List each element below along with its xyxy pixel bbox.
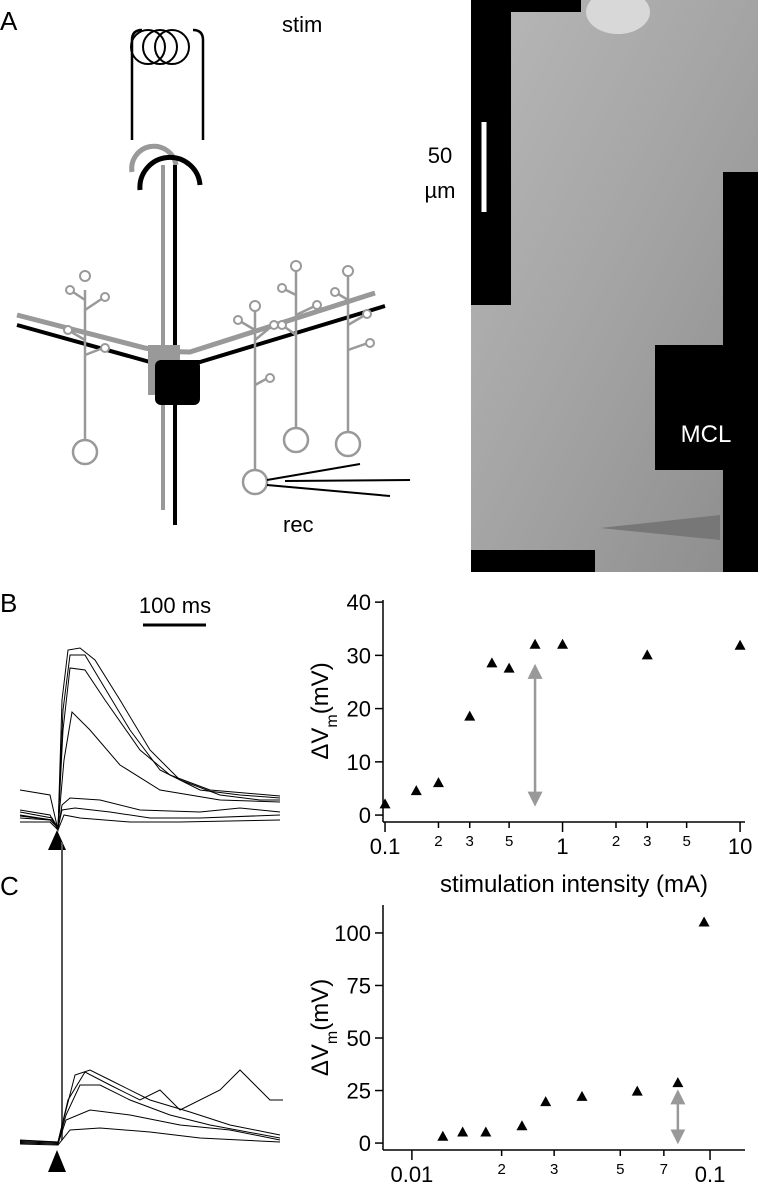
x-tick-label: 5 bbox=[682, 833, 690, 850]
data-point bbox=[631, 1085, 643, 1096]
x-tick-label: 0.1 bbox=[370, 834, 401, 859]
scale-unit: µm bbox=[424, 178, 455, 203]
y-axis-label-part: (mV) bbox=[307, 662, 334, 714]
x-tick-label: 0.01 bbox=[390, 1162, 433, 1187]
y-tick-label: 75 bbox=[347, 973, 371, 998]
x-tick-label: 2 bbox=[497, 1161, 505, 1178]
panel-label: C bbox=[0, 871, 19, 901]
diagram-label: stim bbox=[282, 12, 322, 37]
data-point bbox=[672, 1077, 684, 1088]
x-tick-label: 3 bbox=[466, 833, 474, 850]
y-axis-label-part: ΔV bbox=[307, 1044, 334, 1076]
y-tick-label: 20 bbox=[347, 697, 371, 722]
data-point bbox=[432, 777, 444, 788]
x-tick-label: 7 bbox=[660, 1161, 668, 1178]
micrograph bbox=[471, 0, 758, 572]
diagram-label: rec bbox=[283, 512, 314, 537]
stim-marker bbox=[48, 1150, 66, 1172]
data-point bbox=[576, 1090, 588, 1101]
data-point bbox=[410, 785, 422, 796]
y-tick-label: 30 bbox=[347, 643, 371, 668]
x-tick-label: 3 bbox=[643, 833, 651, 850]
data-point bbox=[437, 1130, 449, 1141]
data-point bbox=[529, 638, 541, 649]
x-tick-label: 1 bbox=[556, 834, 568, 859]
data-point bbox=[457, 1126, 469, 1137]
panel-label: B bbox=[0, 588, 17, 618]
data-point bbox=[464, 710, 476, 721]
y-axis-label-part: (mV) bbox=[307, 979, 334, 1031]
y-axis-label-part: ΔV bbox=[307, 728, 334, 760]
panel-label: A bbox=[0, 6, 18, 36]
x-tick-label: 3 bbox=[550, 1161, 558, 1178]
data-point bbox=[503, 662, 515, 673]
region-label: MCL bbox=[681, 421, 732, 448]
data-point bbox=[557, 638, 569, 649]
scale-label: 100 ms bbox=[139, 593, 211, 618]
data-point bbox=[698, 916, 710, 927]
y-axis-label-part: m bbox=[324, 1031, 341, 1044]
stim-marker bbox=[48, 830, 66, 850]
data-point bbox=[516, 1120, 528, 1131]
y-tick-label: 50 bbox=[347, 1026, 371, 1051]
data-point bbox=[480, 1126, 492, 1137]
data-point bbox=[641, 649, 653, 660]
x-tick-label: 5 bbox=[505, 833, 513, 850]
diagram bbox=[16, 28, 411, 525]
y-tick-label: 0 bbox=[359, 803, 371, 828]
data-point bbox=[540, 1096, 552, 1107]
x-axis-label: stimulation intensity (mA) bbox=[440, 871, 708, 898]
traces bbox=[19, 842, 283, 1146]
x-tick-label: 5 bbox=[616, 1161, 624, 1178]
y-tick-label: 25 bbox=[347, 1079, 371, 1104]
data-point bbox=[734, 639, 746, 650]
y-tick-label: 40 bbox=[347, 590, 371, 615]
scale-label: 50 bbox=[428, 143, 452, 168]
y-axis-label: ΔVm(mV) bbox=[307, 662, 341, 759]
y-axis-label-part: m bbox=[324, 714, 341, 727]
x-tick-label: 10 bbox=[728, 834, 752, 859]
y-tick-label: 10 bbox=[347, 750, 371, 775]
y-tick-label: 100 bbox=[334, 921, 371, 946]
traces bbox=[19, 623, 281, 832]
y-tick-label: 0 bbox=[359, 1131, 371, 1156]
x-tick-label: 2 bbox=[434, 833, 442, 850]
y-axis-label: ΔVm(mV) bbox=[307, 979, 341, 1076]
x-tick-label: 2 bbox=[612, 833, 620, 850]
data-point bbox=[486, 657, 498, 668]
x-tick-label: 0.1 bbox=[695, 1162, 726, 1187]
data-point bbox=[379, 798, 391, 809]
